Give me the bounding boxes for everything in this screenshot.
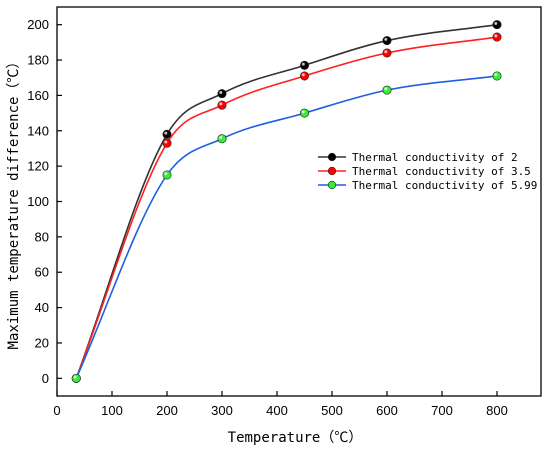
legend-label: Thermal conductivity of 2 — [352, 151, 518, 164]
y-tick-label: 140 — [27, 123, 49, 138]
y-tick-label: 160 — [27, 88, 49, 103]
data-point — [162, 170, 172, 180]
x-tick-label: 400 — [266, 403, 288, 418]
data-point-highlight — [384, 37, 388, 41]
y-axis: 0 20 40 60 80 100 120 140 160 180 200 — [27, 17, 62, 386]
data-point-highlight — [164, 131, 168, 135]
data-point — [492, 71, 502, 81]
data-point — [217, 100, 227, 110]
data-point-highlight — [164, 172, 168, 176]
data-point-highlight — [219, 136, 223, 140]
x-axis: 0 100 200 300 400 500 600 700 800 — [53, 391, 508, 418]
series-line-2 — [75, 36, 498, 379]
x-axis-title: Temperature（℃） — [228, 430, 363, 446]
series-line-3 — [75, 75, 498, 379]
legend-marker — [327, 152, 337, 162]
data-point-highlight — [301, 73, 305, 77]
x-tick-label: 700 — [431, 403, 453, 418]
x-tick-label: 300 — [211, 403, 233, 418]
data-point-highlight — [494, 73, 498, 77]
data-point — [71, 373, 81, 383]
legend-marker — [327, 166, 337, 176]
y-tick-label: 60 — [35, 265, 49, 280]
y-tick-label: 120 — [27, 159, 49, 174]
data-point-highlight — [73, 375, 77, 379]
data-point-highlight — [494, 34, 498, 38]
data-point — [382, 85, 392, 95]
x-tick-label: 800 — [486, 403, 508, 418]
y-tick-label: 100 — [27, 194, 49, 209]
data-point — [217, 89, 227, 99]
data-point-highlight — [164, 140, 168, 144]
data-point-highlight — [384, 50, 388, 54]
y-axis-title: Maximum temperature difference（℃） — [6, 55, 22, 350]
legend-label: Thermal conductivity of 5.99 — [352, 179, 537, 192]
x-tick-label: 100 — [101, 403, 123, 418]
y-tick-label: 20 — [35, 335, 49, 350]
data-point-highlight — [219, 102, 223, 106]
x-tick-label: 0 — [53, 403, 60, 418]
data-point — [299, 71, 309, 81]
plot-frame — [56, 6, 542, 397]
legend-marker — [327, 180, 337, 190]
series-layer — [71, 20, 502, 383]
data-point — [382, 36, 392, 46]
y-tick-label: 200 — [27, 17, 49, 32]
data-point — [382, 48, 392, 58]
y-tick-label: 40 — [35, 300, 49, 315]
data-point-highlight — [301, 110, 305, 114]
series-line-1 — [75, 23, 498, 379]
y-tick-label: 80 — [35, 229, 49, 244]
data-point — [299, 108, 309, 118]
data-point — [492, 32, 502, 42]
y-tick-label: 180 — [27, 53, 49, 68]
data-point-highlight — [494, 21, 498, 25]
y-tick-label: 0 — [42, 371, 49, 386]
data-point-highlight — [384, 87, 388, 91]
data-point-highlight — [219, 90, 223, 94]
data-point — [492, 20, 502, 30]
data-point — [162, 138, 172, 148]
data-point — [217, 134, 227, 144]
data-point-highlight — [301, 62, 305, 66]
x-tick-label: 500 — [321, 403, 343, 418]
x-tick-label: 200 — [156, 403, 178, 418]
legend-label: Thermal conductivity of 3.5 — [352, 165, 531, 178]
data-point — [299, 60, 309, 70]
x-tick-label: 600 — [376, 403, 398, 418]
